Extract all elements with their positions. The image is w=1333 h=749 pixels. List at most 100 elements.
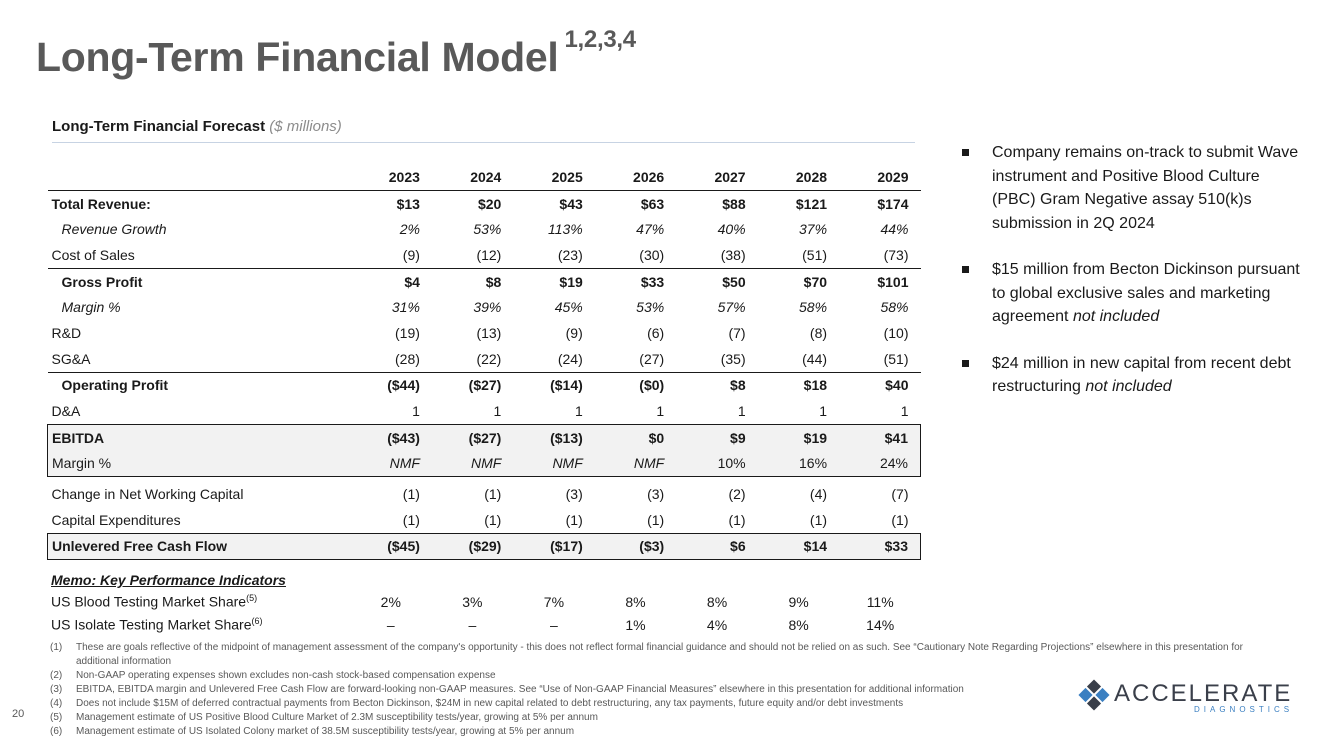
row-label: Margin % — [61, 299, 121, 316]
table-row-ebitda-margin: Margin % NMF NMF NMF NMF 10% 16% 24% — [47, 450, 922, 478]
value-cell: (7) — [728, 324, 746, 341]
value-cell: $0 — [594, 423, 677, 451]
footnote-number: (1) — [50, 642, 63, 653]
row-label: Total Revenue: — [51, 195, 151, 212]
row-label: Change in Net Working Capital — [51, 486, 244, 503]
value-cell: ($27) — [431, 423, 514, 451]
value-cell: (38) — [720, 246, 746, 263]
kpi-row: US Blood Testing Market Share(5) 2% 3% 7% 8%… — [47, 590, 921, 613]
value-cell: (12) — [476, 246, 502, 263]
table-row-unlevered-fcf: Unlevered Free Cash Flow ($45) ($29) ($17)(… — [47, 532, 922, 561]
value-cell: $19 — [757, 423, 840, 451]
row-label: D&A — [51, 403, 81, 420]
forecast-unit: ($ millions) — [269, 118, 342, 135]
footnote-text: Does not include $15M of deferred contra… — [76, 698, 904, 709]
forecast-title: Long-Term Financial Forecast ($ millions… — [52, 118, 342, 135]
kpi-value-cell: – — [550, 616, 558, 633]
value-cell: 45% — [554, 299, 583, 316]
value-cell: $33 — [839, 532, 922, 561]
footnote: (3) EBITDA, EBITDA margin and Unlevered F… — [50, 683, 1285, 697]
bullet-item: $24 million in new capital from recent d… — [962, 352, 1307, 399]
value-cell: ($17) — [513, 532, 595, 561]
value-cell: 40% — [717, 221, 746, 238]
value-cell: (23) — [557, 246, 583, 263]
page-number: 20 — [12, 708, 25, 720]
value-cell: (28) — [395, 350, 420, 367]
table-row-ebitda: EBITDA ($43) ($27) ($13) $0 $9 $19 $41 — [47, 423, 922, 451]
table-row-revenue-growth: Revenue Growth 2% 53% 113% 47% 40% 37% 44% — [48, 216, 921, 242]
year-header: 2028 — [757, 164, 840, 191]
footnote: (5) Management estimate of US Positive Bl… — [50, 711, 1285, 725]
year-header-row: 2023 2024 2025 2026 2027 2028 2029 — [47, 164, 921, 191]
value-cell: 58% — [799, 299, 828, 316]
footnote-number: (2) — [50, 670, 63, 681]
year-header: 2027 — [676, 164, 758, 191]
value-cell: (4) — [809, 486, 828, 503]
key-points-list: Company remains on-track to submit Wave … — [962, 141, 1307, 422]
value-cell: 37% — [799, 221, 828, 238]
value-cell: (13) — [476, 324, 502, 341]
kpi-memo-table: US Blood Testing Market Share(5) 2% 3% 7% 8%… — [47, 590, 921, 636]
value-cell: $13 — [396, 195, 420, 212]
value-cell: $6 — [676, 532, 758, 561]
value-cell: $41 — [839, 423, 922, 451]
value-cell: 57% — [717, 299, 746, 316]
kpi-footnote-ref: (5) — [246, 593, 258, 604]
footnote-text: Management estimate of US Positive Blood… — [76, 712, 598, 723]
table-row-total-revenue: Total Revenue: $13 $20 $43 $63 $88 $121 $174 — [48, 190, 921, 216]
value-cell: 1 — [574, 403, 583, 420]
value-cell: ($44) — [350, 371, 432, 399]
year-header: 2024 — [431, 164, 514, 191]
row-label: SG&A — [51, 350, 91, 367]
value-cell: (51) — [883, 350, 909, 367]
logo-mark-icon — [1078, 679, 1110, 711]
value-cell: (73) — [883, 246, 909, 263]
kpi-value-cell: 8% — [625, 593, 646, 610]
footnote-number: (6) — [50, 726, 63, 737]
value-cell: (1) — [647, 511, 665, 528]
value-cell: $8 — [676, 371, 758, 399]
value-cell: $43 — [559, 195, 583, 212]
logo-subtitle: DIAGNOSTICS — [1194, 705, 1294, 714]
bullet-italic: not included — [1085, 378, 1172, 395]
value-cell: 44% — [880, 221, 909, 238]
kpi-label-text: US Isolate Testing Market Share — [51, 616, 252, 633]
bullet-text: Company remains on-track to submit Wave … — [992, 144, 1299, 232]
table-row-capex: Capital Expenditures (1) (1) (1) (1) (1) (1) (1… — [48, 507, 921, 533]
bullet-text: $24 million in new capital from recent d… — [992, 354, 1291, 396]
value-cell: 58% — [880, 299, 909, 316]
footnote-text: These are goals reflective of the midpoi… — [76, 642, 1244, 667]
value-cell: (1) — [484, 511, 502, 528]
value-cell: 47% — [636, 221, 665, 238]
value-cell: (8) — [809, 324, 828, 341]
kpi-value-cell: 8% — [706, 593, 728, 610]
kpi-label-text: US Blood Testing Market Share — [51, 593, 247, 610]
page-title-text: Long-Term Financial Model — [36, 34, 559, 80]
value-cell: (6) — [647, 324, 665, 341]
year-header: 2023 — [350, 164, 432, 191]
value-cell: (9) — [402, 246, 420, 263]
bullet-text: $15 million from Becton Dickinson pursua… — [992, 261, 1300, 325]
kpi-value-cell: 8% — [788, 616, 809, 633]
value-cell: (44) — [802, 350, 828, 367]
footnote: (1) These are goals reflective of the mid… — [50, 641, 1285, 669]
bullet-square-icon — [962, 359, 969, 367]
value-cell: (1) — [565, 511, 583, 528]
kpi-value-cell: 2% — [380, 593, 401, 610]
kpi-row: US Isolate Testing Market Share(6) – – – 1% 4… — [47, 613, 921, 636]
footnote: (2) Non-GAAP operating expenses shown exc… — [50, 669, 1285, 683]
forecast-title-text: Long-Term Financial Forecast — [52, 118, 266, 135]
value-cell: 1 — [412, 403, 420, 420]
kpi-value-cell: 1% — [625, 616, 646, 633]
value-cell: NMF — [431, 450, 514, 478]
value-cell: ($13) — [513, 423, 595, 451]
value-cell: $40 — [839, 371, 921, 399]
row-label: EBITDA — [47, 423, 351, 451]
footnotes: (1) These are goals reflective of the mid… — [50, 641, 1285, 739]
value-cell: (1) — [402, 486, 420, 503]
forecast-title-rule — [52, 142, 915, 143]
value-cell: (1) — [484, 486, 502, 503]
kpi-value-cell: – — [386, 616, 395, 633]
value-cell: 1 — [737, 403, 746, 420]
value-cell: 1 — [493, 403, 502, 420]
